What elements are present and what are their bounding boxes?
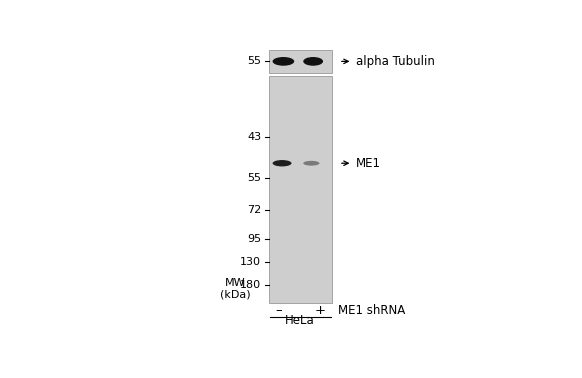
- Bar: [269, 76, 332, 303]
- Ellipse shape: [303, 57, 323, 66]
- Text: ME1: ME1: [356, 157, 381, 170]
- Text: +: +: [315, 304, 326, 317]
- Text: alpha Tubulin: alpha Tubulin: [356, 55, 435, 68]
- Text: 180: 180: [240, 280, 261, 290]
- Ellipse shape: [272, 160, 292, 166]
- Text: 130: 130: [240, 257, 261, 267]
- Text: HeLa: HeLa: [285, 314, 314, 327]
- Ellipse shape: [272, 57, 294, 66]
- Text: 55: 55: [247, 173, 261, 183]
- Text: MW
(kDa): MW (kDa): [220, 278, 250, 300]
- Text: 95: 95: [247, 234, 261, 244]
- Text: –: –: [275, 304, 282, 317]
- Text: 55: 55: [247, 56, 261, 67]
- Text: ME1 shRNA: ME1 shRNA: [338, 304, 405, 317]
- Bar: [269, 50, 332, 73]
- Ellipse shape: [303, 161, 320, 166]
- Text: 72: 72: [247, 205, 261, 215]
- Text: 43: 43: [247, 132, 261, 142]
